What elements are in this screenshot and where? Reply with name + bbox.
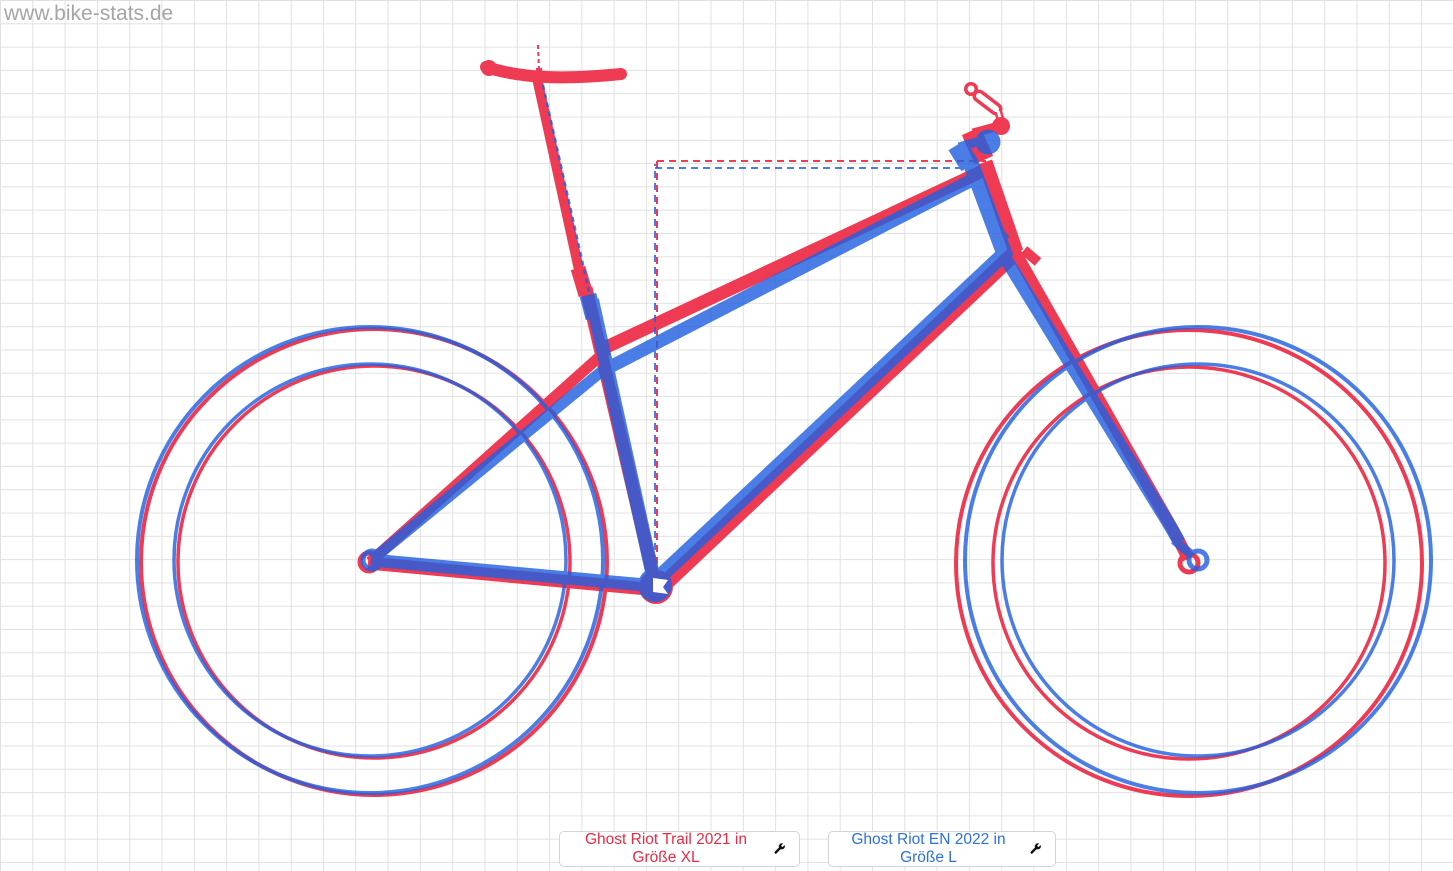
bike-a-label: Ghost Riot Trail 2021 in Größe XL bbox=[585, 831, 747, 866]
red-front-rim bbox=[991, 365, 1387, 761]
blue-top-tube bbox=[605, 174, 975, 374]
red-lever-inset bbox=[976, 93, 999, 112]
red-rear-rim bbox=[176, 364, 572, 760]
red-axis-marker bbox=[536, 68, 542, 74]
blue-seat-tube bbox=[585, 298, 662, 587]
blue-fork-dropout bbox=[1171, 536, 1196, 560]
bike-b-label: Ghost Riot EN 2022 in Größe L bbox=[851, 831, 1006, 866]
blue-rear-rim bbox=[172, 362, 568, 758]
bottom-bracket-marker bbox=[653, 578, 668, 594]
bike-blue-group bbox=[135, 84, 1433, 795]
red-front-tire bbox=[954, 328, 1424, 798]
site-watermark: www.bike-stats.de bbox=[4, 2, 174, 25]
blue-down-tube bbox=[648, 248, 1010, 588]
red-brake-mount bbox=[1020, 246, 1042, 266]
bike-b-button[interactable]: Ghost Riot EN 2022 in Größe L bbox=[828, 831, 1056, 867]
bike-red-group bbox=[139, 44, 1424, 798]
blue-seatstay bbox=[369, 357, 617, 564]
red-seatpost-axis-line bbox=[537, 44, 540, 72]
red-head-tube bbox=[977, 159, 1024, 255]
blue-bar-clamp bbox=[975, 129, 1001, 155]
red-pivot-hole bbox=[967, 85, 975, 93]
red-saddle-nose bbox=[481, 60, 497, 76]
blue-seatpost-insert-line bbox=[541, 84, 600, 333]
blue-spacers bbox=[948, 139, 979, 172]
bike-a-button[interactable]: Ghost Riot Trail 2021 in Größe XL bbox=[559, 831, 800, 867]
red-seatpost bbox=[532, 76, 588, 290]
blue-head-tube bbox=[963, 161, 1014, 261]
blue-front-axle bbox=[1186, 548, 1210, 572]
red-bar-clamp bbox=[992, 117, 1010, 135]
blue-front-rim bbox=[1000, 362, 1396, 758]
blue-chainstay bbox=[370, 553, 657, 593]
red-saddle bbox=[480, 61, 627, 84]
wrench-icon bbox=[1030, 842, 1042, 854]
blue-brake-mount bbox=[990, 224, 1010, 244]
blue-rear-tire bbox=[135, 325, 605, 795]
red-seat-collar bbox=[570, 265, 594, 298]
wrench-icon bbox=[774, 842, 786, 854]
blue-front-tire bbox=[963, 325, 1433, 795]
